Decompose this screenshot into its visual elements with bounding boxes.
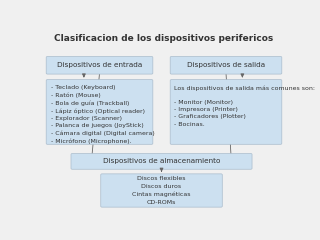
- FancyBboxPatch shape: [46, 80, 153, 144]
- Text: Dispositivos de almacenamiento: Dispositivos de almacenamiento: [103, 158, 220, 164]
- FancyBboxPatch shape: [170, 80, 282, 144]
- FancyBboxPatch shape: [46, 57, 153, 74]
- Text: Discos flexibles
Discos duros
Cintas magnéticas
CD-ROMs: Discos flexibles Discos duros Cintas mag…: [132, 176, 191, 204]
- Text: Clasificacion de los dispositivos perifericos: Clasificacion de los dispositivos perife…: [54, 34, 274, 43]
- Text: Dispositivos de salida: Dispositivos de salida: [187, 62, 265, 68]
- FancyBboxPatch shape: [101, 174, 222, 207]
- Text: - Teclado (Keyboard)
- Ratón (Mouse)
- Bola de guía (Trackball)
- Lápiz óptico (: - Teclado (Keyboard) - Ratón (Mouse) - B…: [51, 85, 155, 144]
- FancyBboxPatch shape: [71, 154, 252, 169]
- FancyBboxPatch shape: [170, 57, 282, 74]
- Text: Los dispositivos de salida más comunes son:

- Monitor (Monitor)
- Impresora (Pr: Los dispositivos de salida más comunes s…: [174, 85, 316, 127]
- Text: Dispositivos de entrada: Dispositivos de entrada: [57, 62, 142, 68]
